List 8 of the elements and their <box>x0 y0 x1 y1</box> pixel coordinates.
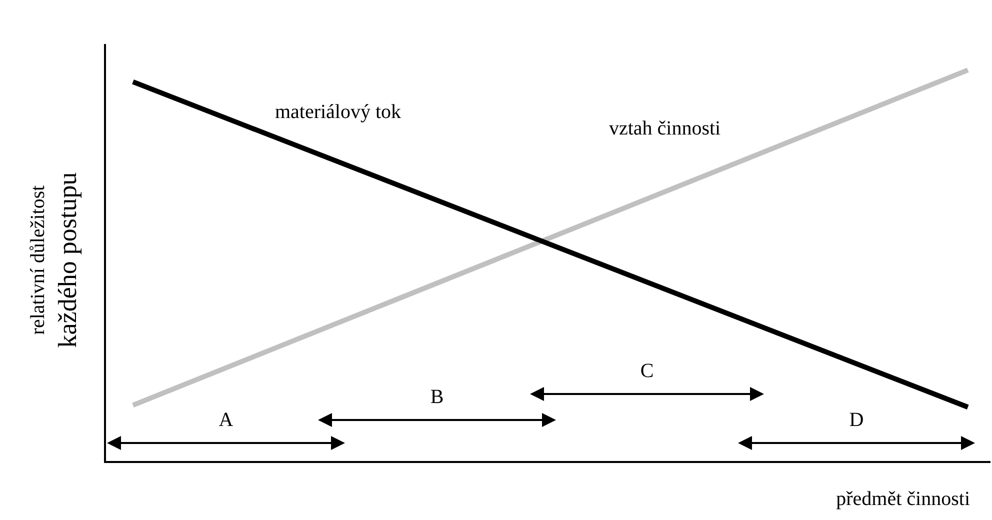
y-axis-title: relativní důležitost každého postupu <box>26 172 84 348</box>
annotation: C <box>640 360 654 383</box>
annotation: A <box>218 409 234 432</box>
series-label: materiálový tok <box>274 100 402 123</box>
annotation: B <box>430 386 444 409</box>
series-label: vztah činnosti <box>608 117 722 140</box>
x-axis-title: předmět činnosti <box>836 488 970 511</box>
annotation: D <box>849 409 864 432</box>
